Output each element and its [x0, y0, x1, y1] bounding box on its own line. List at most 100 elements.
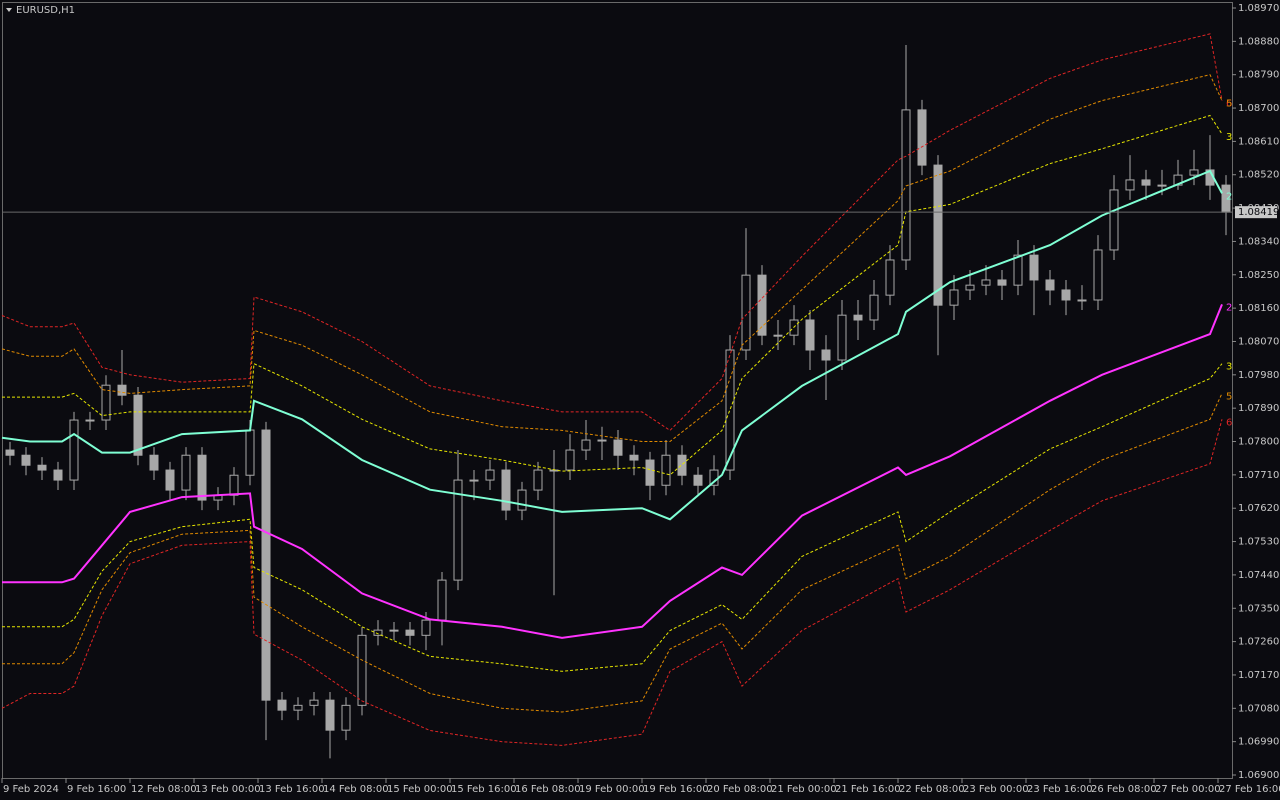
- x-tick-label: 12 Feb 08:00: [131, 784, 197, 795]
- x-tick-label: 16 Feb 08:00: [515, 784, 581, 795]
- candle-body: [53, 469, 63, 481]
- candle-body: [1013, 254, 1023, 286]
- y-tick-label: 1.07080: [1238, 703, 1279, 714]
- candle-body: [85, 419, 95, 422]
- candle-body: [773, 334, 783, 337]
- x-tick-label: 9 Feb 2024: [3, 784, 59, 795]
- candle-body: [325, 699, 335, 731]
- candle-body: [757, 274, 767, 336]
- candle-body: [101, 384, 111, 421]
- candle-body: [373, 629, 383, 636]
- candle-body: [565, 449, 575, 471]
- line-label: 6: [1226, 99, 1232, 110]
- y-tick-label: 1.06900: [1238, 770, 1279, 781]
- candle-body: [277, 699, 287, 711]
- x-tick-label: 9 Feb 16:00: [67, 784, 126, 795]
- line-label: 3: [1226, 132, 1232, 143]
- candle-body: [21, 454, 31, 466]
- candle-body: [133, 394, 143, 456]
- y-tick-label: 1.08700: [1238, 103, 1279, 114]
- candle-body: [389, 629, 399, 632]
- menu-arrow[interactable]: [6, 8, 12, 12]
- candle-body: [901, 109, 911, 261]
- candle-body: [949, 289, 959, 306]
- candle-body: [357, 634, 367, 706]
- candle-body: [469, 479, 479, 482]
- x-tick-label: 15 Feb 16:00: [451, 784, 517, 795]
- band-line: [2, 393, 1223, 713]
- candle-body: [613, 439, 623, 456]
- x-tick-label: 13 Feb 00:00: [195, 784, 261, 795]
- x-tick-label: 22 Feb 08:00: [899, 784, 965, 795]
- candle-body: [1061, 289, 1071, 301]
- candle-body: [997, 279, 1007, 286]
- candle-body: [181, 454, 191, 491]
- candle-body: [5, 449, 15, 456]
- y-tick-label: 1.08160: [1238, 303, 1279, 314]
- candle-body: [533, 469, 543, 491]
- y-tick-label: 1.07440: [1238, 570, 1279, 581]
- candle-body: [885, 259, 895, 296]
- candle-body: [485, 469, 495, 481]
- y-tick-label: 1.08970: [1238, 3, 1279, 14]
- candle-body: [661, 454, 671, 486]
- y-tick-label: 1.06990: [1238, 737, 1279, 748]
- y-tick-label: 1.07890: [1238, 403, 1279, 414]
- candle-body: [261, 429, 271, 701]
- x-tick-label: 26 Feb 08:00: [1091, 784, 1157, 795]
- y-tick-label: 1.07710: [1238, 470, 1279, 481]
- line-label: 6: [1226, 417, 1232, 428]
- candle-body: [405, 629, 415, 636]
- candle-body: [165, 469, 175, 491]
- candle-body: [1109, 189, 1119, 251]
- y-tick-label: 1.07530: [1238, 537, 1279, 548]
- y-tick-label: 1.08880: [1238, 36, 1279, 47]
- x-tick-label: 21 Feb 00:00: [771, 784, 837, 795]
- candle-body: [37, 464, 47, 471]
- y-tick-label: 1.08520: [1238, 170, 1279, 181]
- candle-body: [933, 164, 943, 306]
- candle-body: [645, 459, 655, 486]
- candle-body: [853, 314, 863, 321]
- line-label: 3: [1226, 362, 1232, 373]
- candle-body: [341, 704, 351, 731]
- plot: [1, 33, 1232, 759]
- y-tick-label: 1.07260: [1238, 637, 1279, 648]
- candle-body: [1029, 254, 1039, 281]
- candle-body: [725, 349, 735, 471]
- candle-body: [837, 314, 847, 361]
- candle-body: [1189, 169, 1199, 176]
- y-tick-label: 1.07620: [1238, 503, 1279, 514]
- candle-body: [117, 384, 127, 396]
- candle-body: [805, 319, 815, 351]
- y-tick-label: 1.07800: [1238, 437, 1279, 448]
- candle-body: [309, 699, 319, 706]
- x-tick-label: 15 Feb 00:00: [387, 784, 453, 795]
- band-line: [2, 114, 1223, 476]
- band-line: [1, 419, 1223, 746]
- candle-body: [965, 284, 975, 291]
- candle-body: [1077, 299, 1087, 302]
- price-label: 1.08419: [1238, 207, 1279, 218]
- candle-body: [581, 439, 591, 451]
- x-tick-label: 23 Feb 16:00: [1027, 784, 1093, 795]
- candle-body: [693, 474, 703, 486]
- candle-body: [917, 109, 927, 166]
- candle-body: [421, 619, 431, 636]
- y-tick-label: 1.08610: [1238, 136, 1279, 147]
- candle-body: [869, 294, 879, 321]
- y-tick-label: 1.08340: [1238, 236, 1279, 247]
- band-line: [2, 363, 1223, 672]
- candle-body: [245, 429, 255, 476]
- symbol-title: EURUSD,H1: [16, 5, 75, 16]
- band-line: [1, 169, 1223, 521]
- x-tick-label: 20 Feb 08:00: [707, 784, 773, 795]
- candle-body: [1141, 179, 1151, 186]
- x-tick-label: 14 Feb 08:00: [323, 784, 389, 795]
- band-line: [1, 33, 1223, 432]
- y-tick-label: 1.08070: [1238, 336, 1279, 347]
- line-label: 2: [1226, 191, 1232, 202]
- line-label: 5: [1226, 99, 1232, 110]
- band-line: [2, 304, 1223, 639]
